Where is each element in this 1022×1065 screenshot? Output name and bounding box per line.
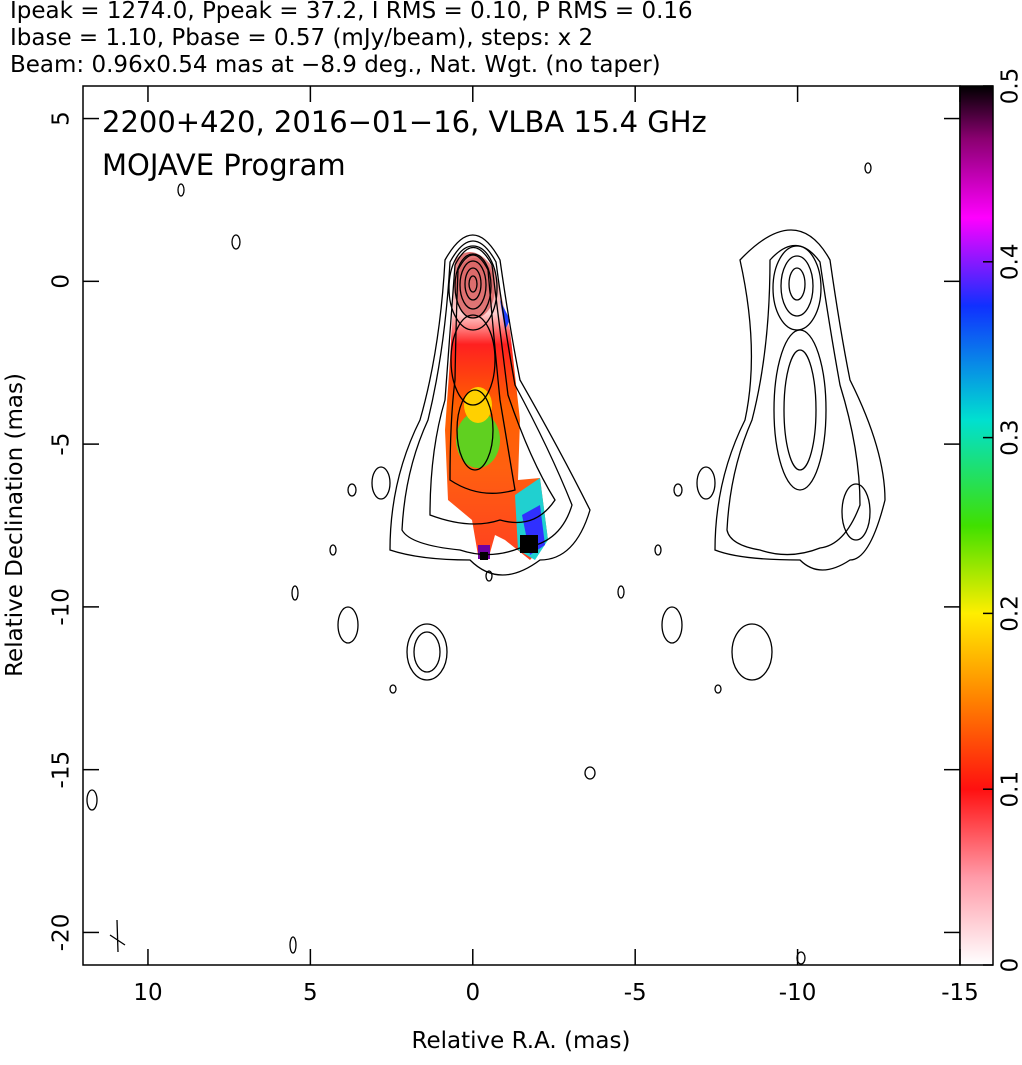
x-tick-label: 5: [303, 980, 318, 1006]
y-tick-label: 5: [49, 111, 75, 126]
header-line: Ibase = 1.10, Pbase = 0.57 (mJy/beam), s…: [10, 25, 593, 51]
y-tick-label: -20: [49, 914, 75, 952]
x-axis-label: Relative R.A. (mas): [412, 1028, 631, 1054]
colorbar: [960, 86, 993, 965]
colorbar-tick-label: 0.1: [998, 771, 1022, 808]
x-tick-label: -10: [779, 980, 817, 1006]
colorbar-tick-label: 0.2: [998, 595, 1022, 632]
colorbar-tick-label: 0.4: [998, 244, 1022, 281]
x-tick-label: 0: [465, 980, 480, 1006]
x-tick-label: 10: [133, 980, 162, 1006]
y-tick-label: -15: [49, 751, 75, 789]
x-tick-label: -15: [941, 980, 979, 1006]
x-tick-label: -5: [624, 980, 647, 1006]
colorbar-tick-label: 0.3: [998, 419, 1022, 456]
header-line: Beam: 0.96x0.54 mas at −8.9 deg., Nat. W…: [10, 52, 661, 78]
header-line: Ipeak = 1274.0, Ppeak = 37.2, I RMS = 0.…: [10, 0, 693, 24]
contours: [87, 163, 885, 964]
plot-subtitle: MOJAVE Program: [102, 148, 346, 182]
y-tick-label: 0: [49, 274, 75, 289]
y-tick-label: -5: [49, 433, 75, 456]
colorbar-tick-label: 0: [998, 958, 1022, 973]
plot-title: 2200+420, 2016−01−16, VLBA 15.4 GHz: [102, 105, 707, 139]
colorbar-tick-label: 0.5: [998, 68, 1022, 105]
y-axis-label: Relative Declination (mas): [2, 373, 28, 677]
y-tick-label: -10: [49, 588, 75, 626]
